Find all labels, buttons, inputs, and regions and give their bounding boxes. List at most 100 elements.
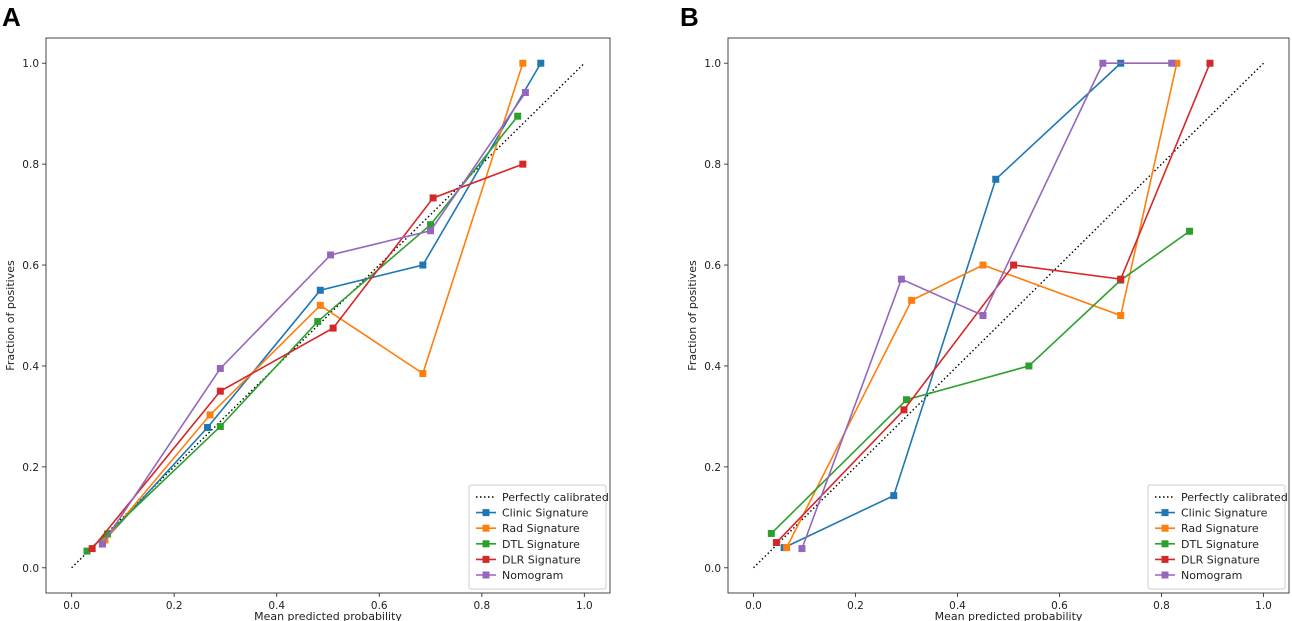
legend-label: DTL Signature	[502, 538, 580, 551]
legend-marker-dlr-signature	[1161, 555, 1169, 563]
legend-box	[1147, 484, 1286, 590]
nomogram-point	[216, 364, 224, 372]
legend-label: Perfectly calibrated	[1181, 491, 1288, 504]
x-tick-label: 1.0	[1255, 600, 1272, 612]
dlr-signature-point	[1117, 275, 1125, 283]
rad-signature-point	[908, 296, 916, 304]
dtl-signature-point	[314, 318, 322, 326]
legend-marker-dtl-signature	[482, 540, 490, 548]
clinic-signature-point	[316, 286, 324, 294]
chart-b-svg: B 0.0 0.2 0.4 0.6 0.8 1.0 0.0 0.2 0.4 0.6 0.8 1.0 Mea…	[680, 2, 1290, 621]
nomogram-point	[327, 251, 335, 259]
legend-marker-rad-signature	[1161, 524, 1169, 532]
rad-signature-point	[783, 544, 791, 552]
x-tick-label: 0.0	[63, 600, 80, 612]
nomogram-point	[521, 88, 529, 96]
y-tick-label: 0.8	[704, 159, 721, 171]
legend-marker-nomogram	[1161, 571, 1169, 579]
y-tick-label: 0.0	[704, 563, 721, 575]
plot-frame	[45, 37, 611, 594]
chart-a-svg: A 0.0 0.2 0.4 0.6 0.8 1.0 0.0 0.2 0.4 0.6 0.8 1.0 Mea…	[2, 2, 611, 621]
legend-marker-dtl-signature	[1161, 540, 1169, 548]
legend-marker-clinic-signature	[482, 509, 490, 517]
x-tick-label: 0.2	[847, 600, 864, 612]
nomogram-point	[427, 227, 435, 235]
dlr-signature-point	[1010, 261, 1018, 269]
y-tick-label: 0.6	[704, 260, 721, 272]
dtl-signature-line	[86, 115, 519, 552]
x-tick-label: 0.8	[1153, 600, 1170, 612]
x-tick-label: 0.6	[371, 600, 388, 612]
nomogram-point	[1168, 59, 1176, 67]
panel-label: A	[2, 2, 21, 32]
x-tick-label: 0.4	[949, 600, 966, 612]
clinic-signature-point	[537, 59, 545, 67]
plot-frame	[727, 37, 1290, 594]
rad-signature-point	[316, 301, 324, 309]
y-axis-title: Fraction of positives	[686, 260, 699, 371]
dtl-signature-point	[104, 530, 112, 538]
legend-label: Rad Signature	[502, 522, 580, 535]
dtl-signature-point	[427, 221, 435, 229]
dtl-signature-point	[83, 547, 91, 555]
dlr-signature-point	[429, 194, 437, 202]
rad-signature-line	[785, 63, 1178, 548]
dtl-signature-point	[903, 396, 910, 404]
y-tick-label: 0.8	[22, 159, 39, 171]
dlr-signature-point	[772, 539, 780, 547]
rad-signature-point	[519, 59, 527, 67]
legend-label: Clinic Signature	[502, 507, 589, 520]
legend-marker-dlr-signature	[482, 555, 490, 563]
clinic-signature-point	[419, 261, 427, 269]
nomogram-line	[101, 92, 527, 545]
y-tick-label: 0.6	[22, 260, 39, 272]
rad-signature-point	[419, 370, 427, 378]
dtl-signature-point	[1186, 227, 1194, 235]
rad-signature-point	[1173, 59, 1181, 67]
dlr-signature-point	[216, 387, 224, 395]
x-axis-title: Mean predicted probability	[935, 610, 1083, 621]
y-tick-label: 0.2	[22, 462, 39, 474]
dtl-signature-point	[216, 423, 224, 430]
legend-marker-clinic-signature	[1161, 509, 1169, 517]
clinic-signature-point	[890, 492, 898, 500]
legend-label: DLR Signature	[502, 553, 581, 566]
clinic-signature-line	[783, 62, 1122, 549]
nomogram-point	[798, 545, 806, 553]
legend-label: Nomogram	[1181, 569, 1242, 582]
rad-signature-point	[979, 261, 987, 269]
x-tick-label: 0.8	[473, 600, 490, 612]
legend-label: Nomogram	[502, 569, 563, 582]
legend-marker-rad-signature	[482, 524, 490, 532]
dlr-signature-point	[519, 160, 527, 168]
dtl-signature-point	[514, 112, 522, 120]
legend-label: Perfectly calibrated	[502, 491, 609, 504]
legend-marker-nomogram	[482, 571, 490, 579]
x-axis-title: Mean predicted probability	[254, 610, 402, 621]
dlr-signature-point	[1206, 59, 1214, 67]
legend-box	[468, 484, 607, 590]
x-tick-label: 0.6	[1051, 600, 1068, 612]
y-tick-label: 0.2	[704, 462, 721, 474]
dtl-signature-point	[767, 529, 775, 537]
dlr-signature-line	[775, 62, 1211, 544]
rad-signature-line	[104, 62, 524, 541]
x-tick-label: 1.0	[576, 600, 593, 612]
nomogram-point	[979, 312, 987, 319]
nomogram-line	[801, 62, 1172, 549]
y-tick-label: 1.0	[22, 58, 39, 70]
y-axis-title: Fraction of positives	[4, 260, 17, 371]
nomogram-point	[897, 275, 905, 283]
y-tick-label: 0.0	[22, 563, 39, 575]
legend-label: Rad Signature	[1181, 522, 1259, 535]
rad-signature-point	[206, 411, 214, 419]
legend-label: DTL Signature	[1181, 538, 1259, 551]
x-tick-label: 0.0	[745, 600, 762, 612]
calibration-chart-b: B 0.0 0.2 0.4 0.6 0.8 1.0 0.0 0.2 0.4 0.6 0.8 1.0 Mea…	[646, 0, 1292, 621]
legend-label: Clinic Signature	[1181, 507, 1268, 520]
y-tick-label: 0.4	[22, 361, 39, 373]
dtl-signature-point	[1025, 362, 1033, 370]
clinic-signature-point	[204, 424, 212, 432]
panel-label: B	[680, 2, 699, 32]
y-tick-label: 1.0	[704, 58, 721, 70]
